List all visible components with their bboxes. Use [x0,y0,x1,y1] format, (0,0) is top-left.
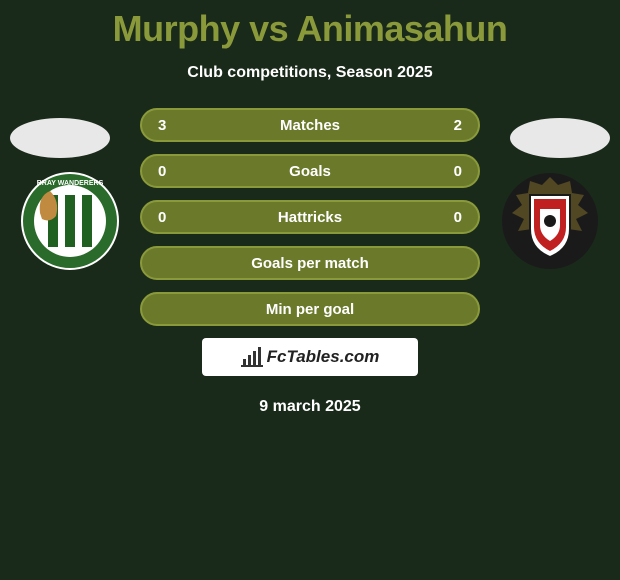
brand-text: FcTables.com [267,347,380,367]
stat-label: Min per goal [266,301,354,318]
club-badge-left: BRAY WANDERERS [20,171,120,271]
stat-left-value: 3 [158,117,178,134]
stat-right-value: 0 [442,163,462,180]
stat-left-value: 0 [158,209,178,226]
date: 9 march 2025 [0,398,620,416]
stat-right-value: 0 [442,209,462,226]
stat-label: Matches [280,117,340,134]
page-title: Murphy vs Animasahun [0,0,620,50]
stat-label: Goals per match [251,255,369,272]
stat-row-hattricks: 0 Hattricks 0 [140,200,480,234]
stat-label: Hattricks [278,209,342,226]
stat-label: Goals [289,163,331,180]
club-badge-right [500,171,600,271]
stat-row-goals: 0 Goals 0 [140,154,480,188]
subtitle: Club competitions, Season 2025 [0,64,620,82]
bray-wanderers-crest-icon: BRAY WANDERERS [20,171,120,271]
player-right-photo [510,118,610,158]
stat-right-value: 2 [442,117,462,134]
player-left-photo [10,118,110,158]
stat-row-goals-per-match: Goals per match [140,246,480,280]
stat-row-matches: 3 Matches 2 [140,108,480,142]
stat-row-min-per-goal: Min per goal [140,292,480,326]
dundalk-crest-icon [500,171,600,271]
brand-box: FcTables.com [202,338,418,376]
stat-left-value: 0 [158,163,178,180]
bar-chart-icon [241,347,263,367]
svg-text:BRAY WANDERERS: BRAY WANDERERS [37,180,104,187]
